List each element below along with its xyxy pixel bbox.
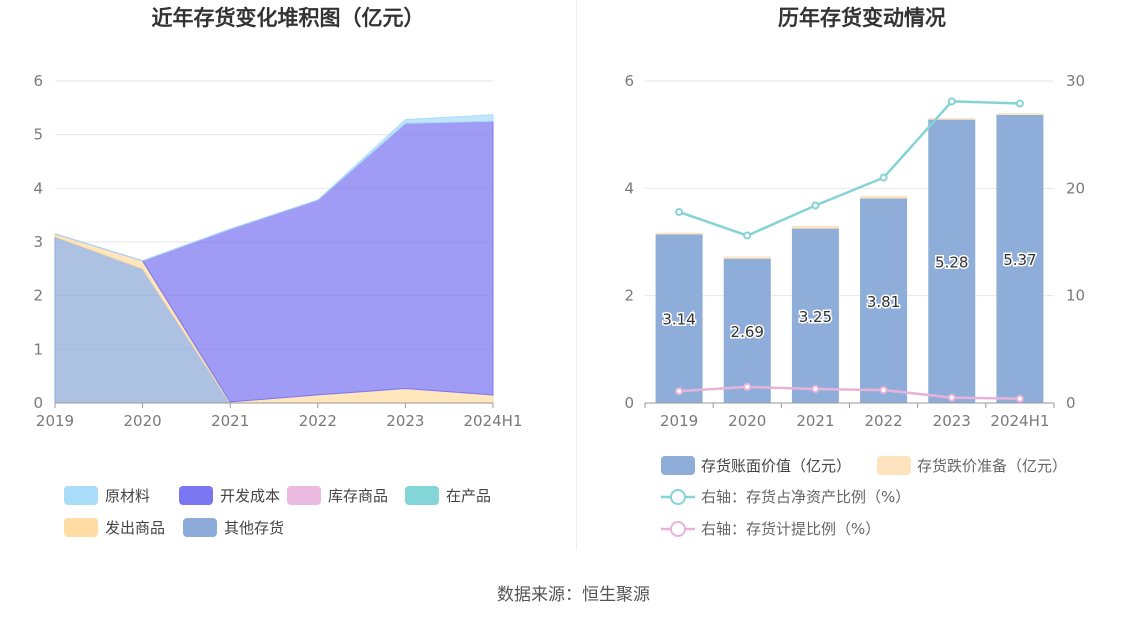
right-legend-marker [670,489,686,505]
point-provision-ratio [743,382,752,391]
bar-book-value [791,228,839,403]
right-x-tick-label: 2023 [933,412,971,430]
bar-impairment-provision [791,225,839,229]
right-legend-marker [670,521,686,537]
left-legend-swatch [183,518,217,537]
inventory-stacked-area-panel: 近年存货变化堆积图（亿元） 0 1 2 3 4 5 6 2019 2020 2021 2022 202… [0,0,576,550]
right-x-tick-label: 2019 [660,412,698,430]
point-inventory-to-net-assets [811,201,820,210]
bar-book-value [996,114,1044,403]
bar-book-value [928,119,976,403]
left-legend-label: 其他存货 [224,519,284,537]
left-legend-label: 原材料 [105,487,150,505]
point-provision-ratio [1015,394,1024,403]
right-left-y-tick-label: 4 [624,179,634,197]
inventory-stacked-area-chart: 0 1 2 3 4 5 6 2019 2020 2021 2022 2023 2024H1 原材料 开发成本… [33,72,523,537]
left-y-tick-label: 3 [33,233,43,251]
left-legend-swatch [405,486,439,505]
point-inventory-to-net-assets [947,97,956,106]
left-y-tick-label: 4 [33,179,43,197]
area-series-raw-materials [54,114,494,262]
left-legend-swatch [179,486,213,505]
bar-impairment-provision [723,256,771,259]
right-legend-swatch [661,456,695,475]
right-left-y-tick-label: 6 [624,72,634,90]
left-y-tick-label: 2 [33,287,43,305]
left-y-tick-label: 0 [33,394,43,412]
bar-book-value [655,234,703,403]
left-chart-title: 近年存货变化堆积图（亿元） [151,6,425,30]
left-legend-swatch [287,486,321,505]
left-x-tick-label: 2024H1 [464,412,523,430]
right-secondary-y-tick-label: 10 [1066,287,1085,305]
bar-impairment-provision [996,113,1044,115]
left-x-tick-label: 2019 [36,412,74,430]
data-source-note: 数据来源：恒生聚源 [497,585,650,605]
bar-value-label: 2.69 [731,323,764,341]
bar-value-label: 5.37 [1003,251,1036,269]
left-legend-label: 在产品 [446,487,491,505]
inventory-bar-line-chart: 0 2 4 6 0 10 20 30 3.14 2.69 3.25 3.81 5.28 5.37 2019 2… [624,72,1085,538]
left-legend-label: 发出商品 [105,519,165,537]
right-legend-label: 右轴：存货计提比例（%） [701,520,880,538]
right-legend-label: 右轴：存货占净资产比例（%） [701,488,910,506]
right-chart-title: 历年存货变动情况 [778,6,946,30]
right-x-tick-label: 2021 [796,412,834,430]
left-legend-swatch [64,518,98,537]
right-legend-label: 存货跌价准备（亿元） [917,457,1067,475]
bar-impairment-provision [860,195,908,199]
point-inventory-to-net-assets [879,173,888,182]
line-inventory-to-net-assets [678,100,1020,237]
left-x-tick-label: 2022 [299,412,337,430]
right-secondary-y-tick-label: 20 [1066,179,1085,197]
point-provision-ratio [675,387,684,396]
right-secondary-y-tick-label: 30 [1066,72,1085,90]
left-legend-swatch [64,486,98,505]
bar-book-value [860,198,908,403]
bar-impairment-provision [655,232,703,235]
point-inventory-to-net-assets [743,231,752,240]
inventory-change-panel: 历年存货变动情况 0 2 4 6 0 10 20 30 3.14 2.69 3.25 3.81 5.28… [577,0,1147,550]
point-inventory-to-net-assets [1015,99,1024,108]
point-provision-ratio [811,385,820,394]
bar-impairment-provision [928,118,976,120]
point-provision-ratio [947,393,956,402]
right-legend-label: 存货账面价值（亿元） [701,457,851,475]
left-x-tick-label: 2021 [211,412,249,430]
left-y-tick-label: 6 [33,72,43,90]
right-left-y-tick-label: 0 [624,394,634,412]
point-inventory-to-net-assets [675,207,684,216]
bar-value-label: 3.14 [662,311,695,329]
bar-value-label: 3.81 [867,293,900,311]
right-left-y-tick-label: 2 [624,287,634,305]
bar-book-value [723,258,771,403]
right-legend-swatch [877,456,911,475]
left-x-tick-label: 2023 [386,412,424,430]
bar-value-label: 5.28 [935,253,968,271]
panel-divider [576,0,577,550]
left-y-tick-label: 1 [33,340,43,358]
right-secondary-y-tick-label: 0 [1066,394,1076,412]
bar-value-label: 3.25 [799,308,832,326]
line-provision-ratio [679,385,1020,400]
right-x-tick-label: 2020 [728,412,766,430]
point-provision-ratio [879,386,888,395]
right-x-tick-label: 2022 [864,412,902,430]
left-legend-label: 库存商品 [328,487,388,505]
right-x-tick-label: 2024H1 [990,412,1049,430]
left-x-tick-label: 2020 [124,412,162,430]
left-legend-label: 开发成本 [220,487,280,505]
left-y-tick-label: 5 [33,126,43,144]
